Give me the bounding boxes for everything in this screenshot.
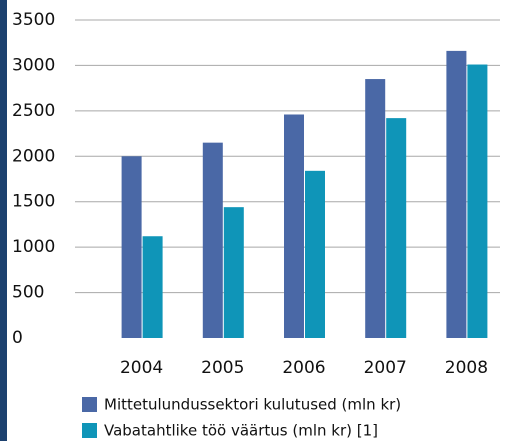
bar <box>467 64 488 339</box>
x-tick-label: 2007 <box>364 358 407 378</box>
bar <box>386 118 407 338</box>
x-tick-label: 2004 <box>120 358 163 378</box>
legend-label: Vabatahtlike töö väärtus (mln kr) [1] <box>104 422 378 440</box>
x-tick-label: 2006 <box>282 358 325 378</box>
side-stripe <box>0 0 7 441</box>
bar <box>223 207 244 338</box>
y-tick-label: 2000 <box>12 146 55 166</box>
x-tick-label: 2008 <box>445 358 488 378</box>
bar <box>202 142 223 338</box>
legend-swatch <box>82 423 97 438</box>
bar <box>446 50 467 339</box>
y-tick-label: 1000 <box>12 237 55 257</box>
legend-label: Mittetulundussektori kulutused (mln kr) <box>104 396 401 414</box>
bar <box>365 79 386 339</box>
y-tick-label: 3500 <box>12 10 55 30</box>
y-tick-label: 2500 <box>12 101 55 121</box>
y-tick-label: 0 <box>12 328 23 348</box>
bar <box>121 156 142 338</box>
x-tick-label: 2005 <box>201 358 244 378</box>
legend-swatch <box>82 397 97 412</box>
bar <box>305 170 325 338</box>
y-tick-label: 3000 <box>12 55 55 75</box>
bar <box>142 236 163 338</box>
bar <box>284 114 304 339</box>
y-tick-label: 1500 <box>12 192 55 212</box>
y-tick-label: 500 <box>12 283 44 303</box>
